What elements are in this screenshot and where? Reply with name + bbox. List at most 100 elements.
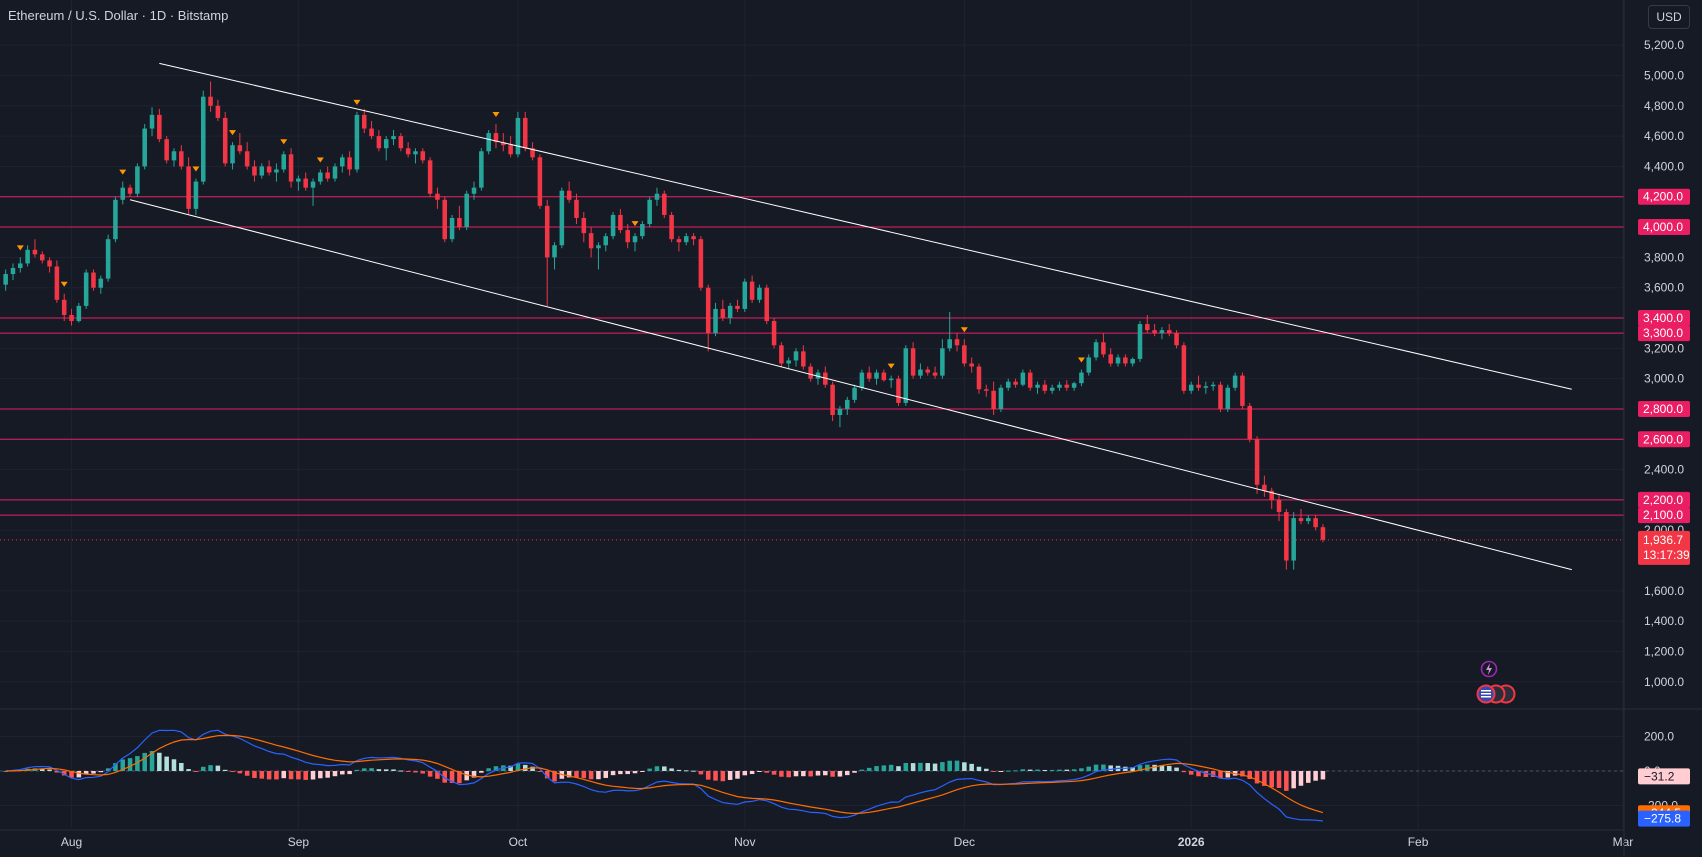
candle-body: [691, 236, 696, 240]
level-badge: [1638, 310, 1690, 327]
level-label: 3,300.0: [1643, 326, 1683, 340]
candle-body: [874, 372, 879, 379]
candle-body: [1093, 342, 1099, 358]
macd-histogram-bar: [1101, 764, 1106, 771]
macd-histogram-bar: [442, 771, 448, 783]
macd-histogram-bar: [1079, 768, 1084, 771]
candle-body: [76, 305, 82, 322]
candle-body: [676, 239, 682, 243]
candle-body: [903, 348, 909, 403]
candle-body: [435, 193, 440, 200]
macd-histogram-bar: [618, 771, 623, 775]
candle-body: [866, 372, 872, 379]
time-axis: Aug Sep Oct Nov Dec 2026 Feb Mar: [61, 835, 1633, 849]
macd-histogram-bar: [1035, 769, 1040, 771]
macd-histogram-bar: [1174, 767, 1179, 771]
macd-histogram-bar: [654, 766, 660, 771]
candle-body: [376, 136, 382, 149]
candle-body: [1196, 384, 1201, 388]
candle-body: [120, 187, 126, 200]
macd-histogram-bar: [120, 759, 126, 771]
candle-body: [1284, 512, 1289, 561]
candle-body: [200, 96, 206, 182]
macd-histogram-bar: [566, 771, 572, 778]
level-badge: [1638, 400, 1690, 417]
candle-body: [354, 114, 360, 170]
candle-body: [640, 224, 645, 237]
macd-histogram-bar: [383, 769, 389, 771]
macd-histogram-bar: [764, 771, 770, 773]
candle-body: [918, 369, 923, 376]
down-triangle-marker: [960, 327, 968, 333]
macd-histogram-bar: [3, 771, 8, 772]
macd-histogram-bar: [676, 769, 682, 771]
level-badge: [1638, 491, 1690, 508]
down-triangle-marker: [316, 157, 324, 163]
macd-histogram-bar: [427, 771, 433, 777]
macd-histogram-bar: [596, 771, 601, 780]
candle-body: [442, 199, 448, 240]
candle-body: [940, 348, 945, 376]
candle-body: [735, 305, 740, 309]
macd-histogram-bar: [288, 771, 294, 780]
candle-body: [164, 139, 169, 161]
macd-histogram-bar: [54, 771, 60, 773]
candle-body: [479, 151, 484, 188]
macd-histogram-value: −31.2: [1644, 769, 1675, 783]
macd-histogram-bar: [793, 771, 799, 777]
candle-body: [237, 145, 243, 152]
candle-body: [896, 378, 901, 403]
macd-tick-label: 200.0: [1644, 729, 1674, 743]
macd-histogram-bar: [522, 764, 528, 771]
candle-body: [962, 345, 967, 364]
candle-body: [1013, 381, 1018, 385]
macd-histogram-bar: [808, 771, 813, 777]
level-badge: [1638, 188, 1690, 205]
macd-histogram-bar: [1262, 771, 1267, 786]
flash-icon[interactable]: [1480, 660, 1498, 678]
level-badge: [1638, 431, 1690, 448]
macd-histogram-bar: [332, 771, 338, 777]
candle-body: [793, 351, 799, 361]
level-label: 3,400.0: [1643, 311, 1683, 325]
currency-button[interactable]: USD: [1648, 5, 1690, 29]
candle-body: [544, 205, 550, 258]
macd-histogram-bar: [164, 756, 169, 771]
macd-histogram-bar: [610, 771, 616, 776]
level-label: 2,100.0: [1643, 508, 1683, 522]
macd-histogram-bar: [844, 771, 850, 776]
candle-body: [149, 114, 155, 129]
candle-body: [171, 151, 177, 161]
candle-body: [757, 287, 762, 300]
candle-body: [654, 193, 660, 200]
macd-histogram-bar: [310, 771, 316, 780]
macd-histogram-bar: [947, 760, 952, 771]
macd-histogram-bar: [771, 771, 777, 775]
macd-histogram-bar: [603, 771, 609, 778]
candle-body: [1203, 386, 1209, 388]
candle-body: [1276, 499, 1282, 513]
macd-line: [5, 729, 1323, 822]
macd-histogram-bar: [896, 766, 901, 771]
macd-histogram-bar: [1108, 765, 1113, 771]
candle-body: [420, 151, 426, 161]
macd-histogram-bar: [1130, 767, 1135, 771]
candle-body: [325, 172, 330, 179]
level-badge: [1638, 219, 1690, 236]
macd-histogram-bar: [874, 766, 879, 771]
economic-events-icon[interactable]: [1475, 683, 1517, 705]
trend-line: [159, 62, 1572, 390]
macd-histogram-bar: [1284, 771, 1289, 791]
macd-histogram-bar: [200, 766, 206, 771]
candle-body: [705, 287, 711, 334]
candle-body: [1159, 330, 1165, 334]
macd-histogram-bar: [515, 763, 521, 771]
macd-histogram-bar: [779, 771, 784, 777]
candle-body: [310, 181, 316, 188]
candle-body: [1049, 387, 1055, 391]
candle-body: [1071, 383, 1077, 388]
macd-histogram-bar: [157, 752, 162, 771]
candle-body: [910, 348, 916, 376]
time-tick-label: 2026: [1178, 835, 1205, 849]
